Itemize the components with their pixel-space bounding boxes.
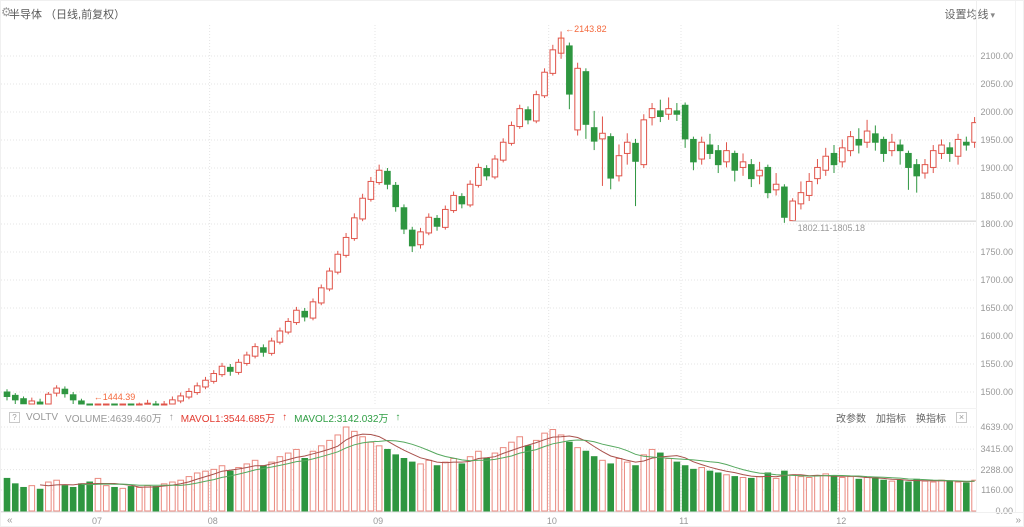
price-axis-label: 2000.00 [980,107,1013,117]
axis-divider [976,1,977,512]
volume-axis-label: 3415.00 [980,444,1013,455]
price-axis-label: 1850.00 [980,191,1013,201]
close-icon[interactable]: × [956,412,967,423]
volume-axis-label: 4639.00 [980,422,1013,432]
mavol1-up-arrow-icon[interactable]: ↑ [282,412,288,423]
month-label: 09 [373,516,384,526]
volume-axis-label: 1160.00 [981,484,1013,495]
time-axis: « 07 08 09 10 11 12 » [1,512,1023,526]
month-label: 10 [546,516,557,526]
candles [3,31,977,406]
mavol2-line [81,439,975,486]
month-label: 12 [836,516,847,526]
volume-axis-label: 2288.00 [980,464,1013,475]
chevron-down-icon: ▾ [990,10,995,20]
price-axis-label: 1900.00 [980,163,1013,173]
peak-annotation: ←2143.82 [565,24,607,34]
scroll-right-icon[interactable]: » [1015,515,1021,526]
price-axis-label: 1800.00 [980,219,1013,229]
right-axis-column: 2100.00 2050.00 2000.00 1950.00 1900.00 1850.… [977,1,1013,516]
axis-outer-divider [1015,1,1016,512]
help-icon[interactable]: ? [9,412,20,423]
low-annotation: ←1444.39 [94,392,136,402]
switch-indicator-button[interactable]: 换指标 [916,414,946,425]
range-annotation: 1802.11-1805.18 [798,223,865,233]
month-label: 07 [91,516,102,526]
volume-axis-label: 0.00 [995,506,1013,516]
month-label: 08 [207,516,218,526]
volume-panel-header: ? VOLTV VOLUME:4639.460万 ↑ MAVOL1:3544.6… [1,408,977,426]
price-axis-label: 2100.00 [980,51,1013,61]
price-axis-label: 1600.00 [980,331,1013,341]
mavol2-value: MAVOL2:3142.032万 [294,414,389,425]
volume-value: VOLUME:4639.460万 [65,414,162,425]
scroll-left-icon[interactable]: « [7,515,13,526]
ma-settings-button[interactable]: 设置均线 ▾ [944,6,995,22]
price-axis-label: 1950.00 [980,135,1013,145]
add-indicator-button[interactable]: 加指标 [876,414,906,425]
change-params-button[interactable]: 改参数 [836,414,866,425]
mavol2-up-arrow-icon[interactable]: ↑ [395,412,401,423]
price-axis-label: 1750.00 [980,247,1013,257]
volume-bars [3,426,977,512]
ma-settings-label: 设置均线 [944,9,989,21]
month-label: 11 [679,516,689,526]
price-chart-canvas[interactable]: ←2143.82 ←1444.39 1802.11-1805.18 [1,1,977,408]
price-axis-label: 1500.00 [980,387,1013,397]
price-axis-label: 1650.00 [980,303,1013,313]
mavol1-line [40,433,975,488]
price-axis-label: 1550.00 [980,359,1013,369]
mavol1-value: MAVOL1:3544.685万 [180,414,276,425]
chart-title: 半导体 （日线,前复权） [9,9,126,21]
volume-chart-canvas[interactable] [1,425,977,512]
volume-up-arrow-icon[interactable]: ↑ [168,412,174,423]
volume-indicator-name: VOLTV [26,412,59,423]
price-axis-label: 1700.00 [980,275,1013,285]
chart-header: 半导体 （日线,前复权） ⚙ 设置均线 ▾ [1,1,1023,23]
gear-icon[interactable]: ⚙ [1,5,12,19]
indicator-actions: 改参数 加指标 换指标 × [836,410,977,425]
price-axis-label: 2050.00 [980,79,1013,89]
